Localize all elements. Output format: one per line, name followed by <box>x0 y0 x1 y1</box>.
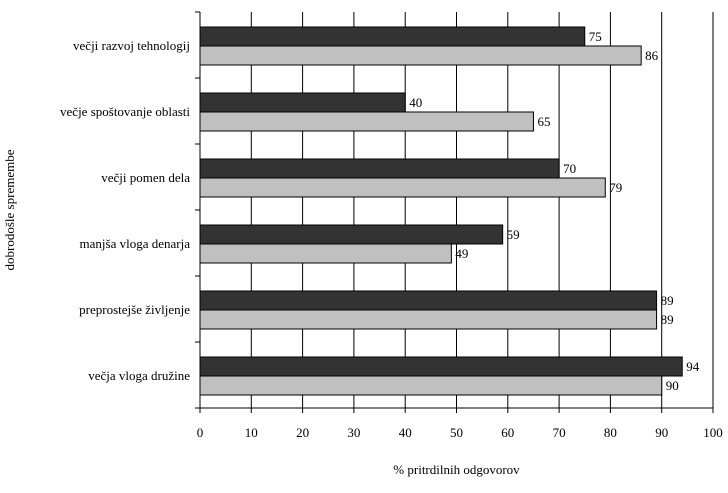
bar-1-3 <box>199 158 560 179</box>
x-tick-label-50: 50 <box>450 425 463 440</box>
x-tick-label-20: 20 <box>296 425 309 440</box>
data-label-1-5: 89 <box>661 293 674 308</box>
category-label-4: manjša vloga denarja <box>80 236 191 251</box>
data-label-2-3: 79 <box>609 180 622 195</box>
bar-1-1 <box>199 26 586 47</box>
x-tick-label-90: 90 <box>655 425 668 440</box>
category-label-1: večji razvoj tehnologij <box>73 38 190 53</box>
data-label-1-3: 70 <box>563 161 576 176</box>
x-tick-label-80: 80 <box>604 425 617 440</box>
x-tick-label-60: 60 <box>501 425 514 440</box>
data-label-2-5: 89 <box>661 312 674 327</box>
bar-2-2 <box>199 111 534 132</box>
x-tick-label-10: 10 <box>245 425 258 440</box>
data-label-2-4: 49 <box>455 246 468 261</box>
data-label-2-1: 86 <box>645 48 659 63</box>
bar-2-1 <box>199 45 642 66</box>
data-label-1-2: 40 <box>409 95 422 110</box>
x-tick-label-30: 30 <box>347 425 360 440</box>
bar-2-4 <box>199 243 452 264</box>
category-label-6: večja vloga družine <box>88 368 190 383</box>
bar-1-2 <box>199 92 406 113</box>
x-tick-label-40: 40 <box>399 425 412 440</box>
bars <box>199 26 683 396</box>
category-label-5: preprostejše življenje <box>79 302 190 317</box>
category-label-2: večje spoštovanje oblasti <box>60 104 190 119</box>
bar-2-6 <box>199 375 663 396</box>
data-label-1-4: 59 <box>507 227 520 242</box>
y-axis-title: dobrodošle spremembe <box>2 149 17 270</box>
bar-1-5 <box>199 290 658 311</box>
axes <box>195 11 714 413</box>
gridlines <box>250 12 714 408</box>
data-label-2-2: 65 <box>537 114 550 129</box>
labels: 75 86 večji razvoj tehnologij 40 65 večje spo… <box>60 29 723 440</box>
data-label-2-6: 90 <box>666 378 679 393</box>
data-label-1-6: 94 <box>686 359 700 374</box>
bar-1-4 <box>199 224 504 245</box>
bar-2-5 <box>199 309 658 330</box>
x-axis-title: % pritrdilnih odgovorov <box>393 462 520 477</box>
bar-2-3 <box>199 177 606 198</box>
bar-1-6 <box>199 356 683 377</box>
x-tick-label-0: 0 <box>197 425 204 440</box>
category-label-3: večji pomen dela <box>101 170 190 185</box>
data-label-1-1: 75 <box>589 29 602 44</box>
x-tick-label-70: 70 <box>553 425 566 440</box>
x-tick-label-100: 100 <box>703 425 723 440</box>
